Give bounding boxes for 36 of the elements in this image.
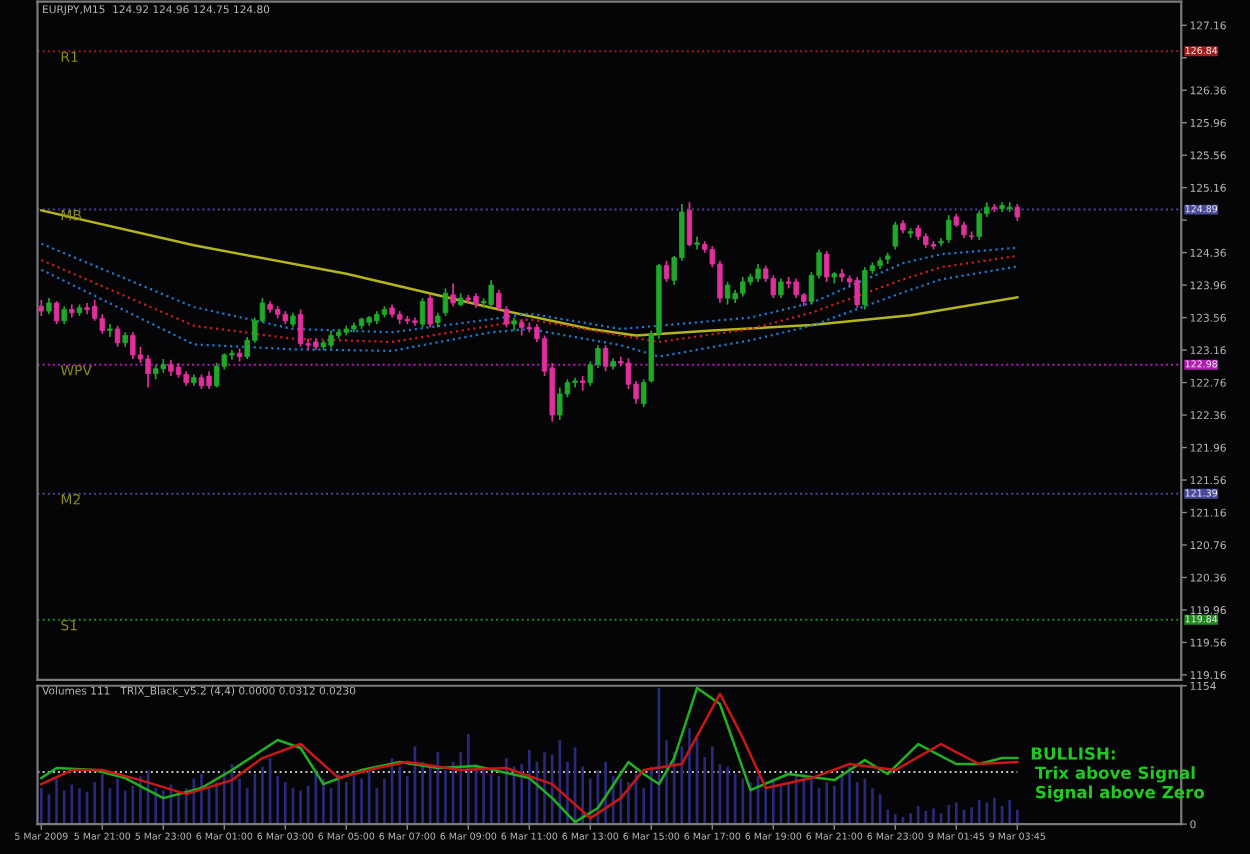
candlestick xyxy=(862,266,868,311)
candlestick xyxy=(496,289,502,312)
candlestick xyxy=(724,281,731,306)
candlestick xyxy=(503,305,510,329)
candlestick xyxy=(557,386,563,421)
candlestick xyxy=(854,276,860,309)
candlestick xyxy=(1006,201,1013,213)
candlestick xyxy=(686,201,693,247)
candlestick xyxy=(450,282,456,308)
candlestick xyxy=(427,294,433,329)
candlestick xyxy=(778,277,784,299)
candlestick xyxy=(823,250,830,283)
candlestick xyxy=(740,276,746,298)
candlestick xyxy=(107,323,113,338)
candlestick xyxy=(145,354,151,389)
candlestick xyxy=(579,375,586,392)
line-series xyxy=(40,265,1019,358)
candlestick xyxy=(114,324,121,348)
candlestick xyxy=(976,209,982,241)
candlestick xyxy=(53,300,60,325)
candlestick xyxy=(442,287,449,317)
candlestick xyxy=(488,279,494,309)
line-series xyxy=(40,242,1019,334)
candlestick xyxy=(663,259,670,283)
line-series xyxy=(40,254,1019,344)
candlestick xyxy=(770,274,777,299)
candlestick xyxy=(130,331,136,360)
candlestick xyxy=(419,297,426,329)
candlestick xyxy=(945,214,952,244)
candlestick xyxy=(892,220,899,251)
candlestick xyxy=(297,308,304,348)
candlestick xyxy=(602,344,609,373)
annotation: BULLISH: xyxy=(1031,747,1115,760)
line-series xyxy=(40,209,1019,337)
candlestick xyxy=(694,235,700,251)
candlestick xyxy=(793,277,799,299)
